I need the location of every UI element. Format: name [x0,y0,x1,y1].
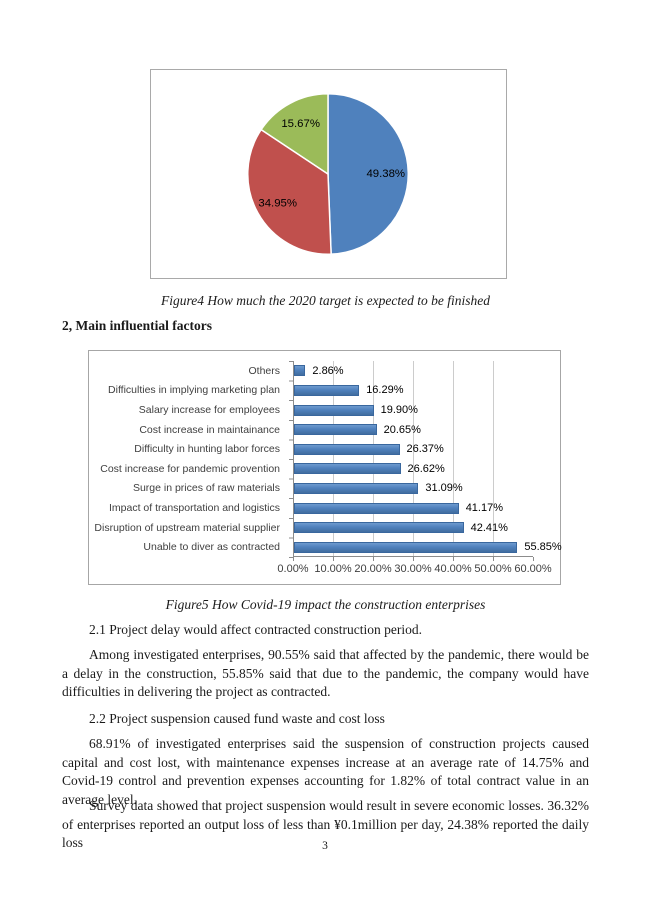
bar-category-label: Cost increase in maintainance [139,423,280,436]
bar-category-labels: Others Difficulties in implying marketing… [89,361,287,557]
bar-category-label: Impact of transportation and logistics [108,501,280,514]
bar [294,541,518,553]
bar [294,424,377,436]
section-heading: 2, Main influential factors [62,318,212,333]
bar [294,522,464,534]
figure4-caption: Figure4 How much the 2020 target is expe… [161,293,490,308]
bar [294,365,306,377]
pie-slice-label: 34.95% [258,197,297,209]
bar-chart-figure: Others Difficulties in implying marketing… [88,350,562,585]
pie-slice [327,93,409,255]
bar-category-label: Difficulty in hunting labor forces [134,443,280,456]
bar-category-label: Salary increase for employees [138,403,280,416]
paragraph-2-2-heading: 2.2 Project suspension caused fund waste… [89,711,385,726]
pie-chart-svg: 49.38% 34.95% 15.67% [247,93,409,255]
page-number: 3 [322,840,328,852]
bar-value-label: 26.62% [407,462,445,475]
bar-category-label: Surge in prices of raw materials [132,482,280,495]
bar-category-label: Disruption of upstream material supplier [94,521,280,534]
bar-value-label: 26.37% [406,443,444,456]
bar-value-label: 31.09% [425,482,463,495]
bar-category-label: Difficulties in implying marketing plan [108,384,280,397]
x-axis-tick-label: 30.00% [394,563,432,575]
paragraph-survey-data: Survey data showed that project suspensi… [62,798,589,851]
pie-slice [247,128,332,255]
bar-x-axis-ticks [293,557,534,561]
bar-value-label: 41.17% [465,502,503,514]
paragraph-2-1-heading: 2.1 Project delay would affect contracte… [89,622,423,637]
bar [294,384,360,396]
bar-value-label: 42.41% [470,521,508,534]
bar [294,482,419,494]
bar-value-label: 19.90% [380,404,418,416]
x-axis-tick-label: 40.00% [434,563,472,575]
x-axis-tick-label: 20.00% [354,563,392,575]
x-axis-tick-label: 60.00% [514,563,552,575]
bar-y-axis-ticks [289,361,293,558]
paragraph-project-delay: Among investigated enterprises, 90.55% s… [62,647,589,700]
pie-slice [260,93,329,176]
figure5-caption: Figure5 How Covid-19 impact the construc… [165,597,486,612]
paragraph-fund-waste: 68.91% of investigated enterprises said … [62,736,589,807]
bar [294,404,374,416]
bar-value-label: 20.65% [383,423,421,436]
bar-category-label: Unable to diver as contracted [143,541,280,554]
bar-category-label: Cost increase for pandemic provention [100,462,280,475]
bar-value-label: 16.29% [366,384,404,397]
bar-category-label: Others [248,364,280,377]
bar-value-label: 55.85% [524,541,562,554]
pie-chart-figure: 49.38% 34.95% 15.67% [150,69,507,279]
x-axis-tick-label: 0.00% [277,563,309,575]
bar-plot-area: 2.86% 16.29% 19.90% 20.65% 26.37% 26.62% 31.09… [293,361,562,557]
bar [294,502,459,514]
bar [294,443,400,455]
bar-value-label: 2.86% [312,364,344,377]
bar [294,463,401,475]
x-axis-tick-label: 50.00% [474,563,512,575]
pie-slice-label: 49.38% [366,168,405,180]
x-axis-tick-label: 10.00% [314,563,352,575]
pie-slice-label: 15.67% [281,118,320,130]
bar-x-axis-labels: 0.00% 10.00% 20.00% 30.00% 40.00% 50.00% 60.00… [277,563,551,579]
